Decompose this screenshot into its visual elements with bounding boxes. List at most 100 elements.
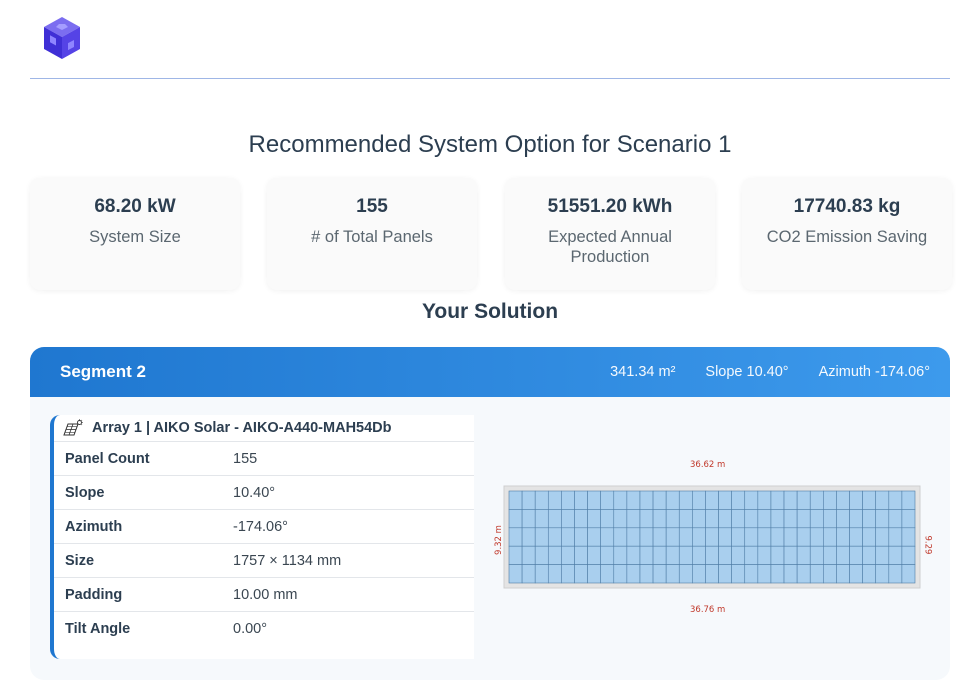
solar-panel-cell (888, 545, 903, 565)
solar-panel-cell (836, 490, 850, 510)
solar-panel-cell (574, 527, 588, 547)
property-value: 1757 × 1134 mm (233, 552, 342, 569)
solar-panel-cell (809, 564, 824, 584)
solar-panel-cell (744, 564, 759, 584)
solar-panel-cell (639, 490, 654, 510)
solar-panel-cell (521, 564, 536, 584)
property-value: 10.00 mm (233, 586, 298, 603)
solar-panel-cell (796, 509, 811, 529)
solar-panel-cell (705, 490, 719, 510)
solar-panel-cell (888, 490, 903, 510)
segment-header[interactable]: Segment 2 341.34 m² Slope 10.40° Azimuth… (30, 347, 950, 397)
solar-panel-cell (875, 545, 890, 565)
stat-label: Expected Annual Production (548, 228, 672, 266)
solar-panel-cell (639, 545, 654, 565)
solar-panel-cell (547, 490, 562, 510)
solar-panel-cell (823, 527, 837, 547)
solar-panel-cell (587, 509, 601, 529)
array-details-card: Array 1 | AIKO Solar - AIKO-A440-MAH54Db… (50, 415, 474, 659)
solar-panel-cell (862, 527, 877, 547)
solar-panel-cell (587, 564, 601, 584)
solar-panel-cell (652, 545, 667, 565)
stat-card-system-size: 68.20 kW System Size (30, 178, 240, 290)
solar-panel-cell (875, 564, 890, 584)
solar-panel-cell (718, 545, 732, 565)
cube-logo-icon[interactable] (42, 15, 82, 61)
solar-panel-cell (809, 527, 824, 547)
solar-panel-cell (823, 564, 837, 584)
solar-panel-cell (561, 527, 575, 547)
header-divider (30, 78, 950, 79)
property-key: Tilt Angle (65, 621, 131, 637)
solar-panel-cell (678, 509, 693, 529)
top-dimension-label: 36.62 m (690, 460, 726, 470)
solar-panel-cell (757, 509, 772, 529)
property-value: 0.00° (233, 621, 268, 637)
solar-panel-cell (574, 490, 588, 510)
solar-panel-cell (652, 564, 667, 584)
property-key: Padding (65, 586, 123, 603)
solar-panel-cell (600, 509, 615, 529)
solar-panel-cell (705, 509, 719, 529)
solar-panel-cell (547, 509, 562, 529)
property-value: 10.40° (233, 484, 276, 501)
solar-panel-cell (626, 564, 641, 584)
solar-panel-cell (665, 490, 680, 510)
solar-panel-cell (705, 527, 719, 547)
solar-panel-cell (534, 490, 549, 510)
solar-panel-cell (744, 509, 759, 529)
solar-panel-cell (809, 545, 824, 565)
solar-panel-cell (613, 564, 628, 584)
solar-panel-cell (678, 527, 693, 547)
solar-panel-cell (626, 509, 641, 529)
solar-panel-cell (718, 527, 732, 547)
solar-panel-cell (665, 509, 680, 529)
solar-panel-cell (836, 509, 850, 529)
solar-panel-cell (521, 527, 536, 547)
solar-panel-cell (574, 545, 588, 565)
solar-panel-cell (901, 490, 916, 510)
roof-panel-grid (503, 485, 921, 589)
solar-panel-cell (744, 527, 759, 547)
solar-panel-cell (561, 564, 575, 584)
property-key: Azimuth (65, 518, 123, 535)
solar-panel-cell (534, 527, 549, 547)
solar-panel-cell (823, 490, 837, 510)
property-key: Panel Count (65, 450, 150, 467)
solar-panel-cell (678, 564, 693, 584)
stat-card-co2-saving: 17740.83 kg CO2 Emission Saving (742, 178, 952, 290)
stat-value: 68.20 kW (94, 196, 176, 217)
solar-panel-cell (849, 509, 863, 529)
solar-panel-cell (836, 545, 850, 565)
segment-name: Segment 2 (60, 362, 146, 381)
array-title: Array 1 | AIKO Solar - AIKO-A440-MAH54Db (92, 420, 392, 436)
property-value: -174.06° (233, 518, 288, 535)
solar-panel-cell (875, 490, 890, 510)
solar-panel-cell (796, 545, 811, 565)
solar-panel-cell (718, 509, 732, 529)
solar-panel-cell (587, 527, 601, 547)
stat-label: CO2 Emission Saving (766, 228, 928, 246)
solar-panel-cell (665, 545, 680, 565)
solar-panel-cell (770, 509, 785, 529)
solar-panel-cell (770, 527, 785, 547)
solar-panel-cell (757, 564, 772, 584)
solar-panel-cell (901, 545, 916, 565)
solar-panel-cell (547, 527, 562, 547)
solar-panel-cell (574, 509, 588, 529)
stat-label: # of Total Panels (311, 228, 433, 246)
array-header: Array 1 | AIKO Solar - AIKO-A440-MAH54Db (54, 415, 474, 442)
solar-panel-cell (613, 527, 628, 547)
solar-panel-cell (508, 564, 523, 584)
solar-panel-cell (587, 490, 601, 510)
solar-panel-cell (796, 564, 811, 584)
solar-panel-cell (783, 527, 798, 547)
solar-panel-cell (849, 564, 863, 584)
solar-panel-cell (561, 490, 575, 510)
solar-panel-cell (626, 545, 641, 565)
solar-panel-cell (770, 564, 785, 584)
property-value: 155 (233, 450, 258, 467)
solar-panel-cell (521, 490, 536, 510)
solar-panel-cell (587, 545, 601, 565)
segment-azimuth: Azimuth -174.06° (818, 364, 930, 380)
